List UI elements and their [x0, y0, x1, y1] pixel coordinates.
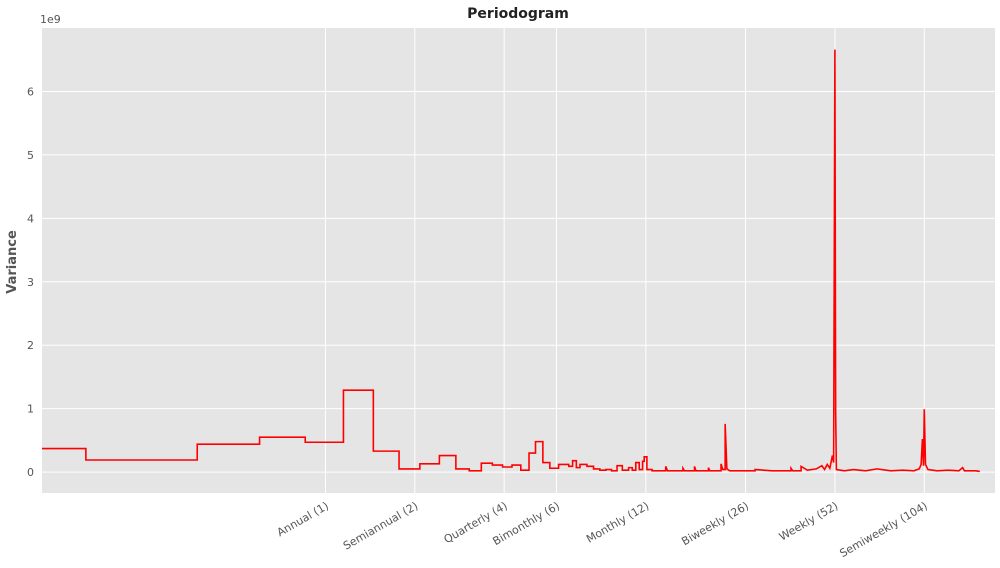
periodogram-line	[42, 49, 980, 473]
chart-title: Periodogram	[467, 6, 569, 22]
x-tick-label: Annual (1)	[275, 499, 331, 539]
plot-area	[42, 28, 995, 493]
y-offset-label: 1e9	[40, 13, 61, 26]
y-tick-label: 4	[27, 212, 34, 225]
x-tick-label: Semiweekly (104)	[837, 499, 929, 560]
y-tick-label: 5	[27, 149, 34, 162]
x-tick-label: Semiannual (2)	[341, 499, 420, 552]
y-tick-label: 3	[27, 276, 34, 289]
x-tick-label: Biweekly (26)	[679, 499, 751, 548]
x-axis-ticks: Annual (1) Semiannual (2) Quarterly (4)Bim…	[275, 499, 930, 560]
y-tick-label: 6	[27, 85, 34, 98]
y-tick-label: 0	[27, 466, 34, 479]
y-tick-label: 2	[27, 339, 34, 352]
y-axis-label: Variance	[5, 230, 20, 294]
x-tick-label: Monthly (12)	[584, 499, 651, 545]
y-tick-label: 1	[27, 403, 34, 416]
x-tick-label: Weekly (52)	[777, 499, 840, 543]
y-axis-ticks: 0 1 2 3 4 5 6	[27, 85, 34, 479]
